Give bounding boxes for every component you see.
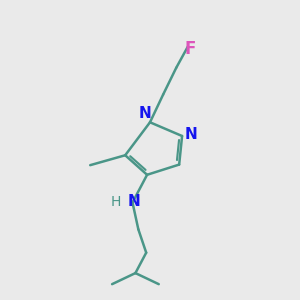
Text: N: N	[138, 106, 151, 121]
Text: H: H	[110, 195, 121, 209]
Text: N: N	[128, 194, 140, 209]
Text: N: N	[185, 127, 198, 142]
Text: F: F	[184, 40, 196, 58]
